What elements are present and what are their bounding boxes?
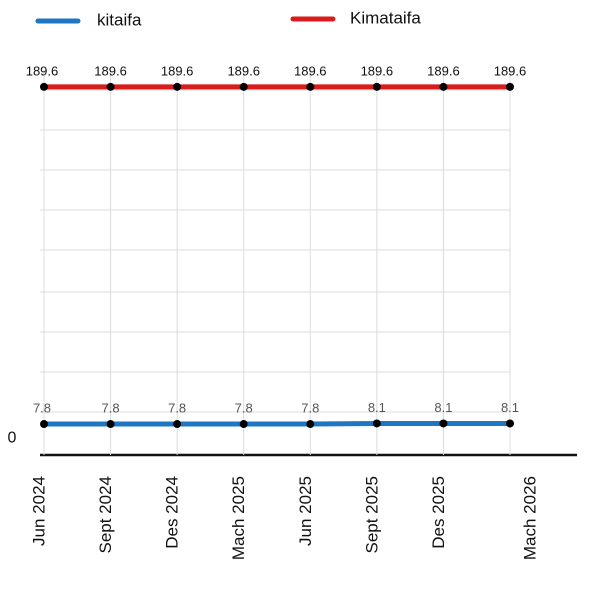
data-point: [106, 82, 115, 91]
data-point: [439, 82, 448, 91]
x-tick-label: Jun 2025: [296, 476, 315, 546]
x-tick-label: Sept 2025: [362, 476, 381, 554]
x-tick-label: Mach 2026: [520, 476, 539, 560]
data-label: 189.6: [26, 63, 59, 78]
legend-label: Kimataifa: [350, 8, 421, 27]
data-label: 7.8: [235, 400, 253, 415]
x-tick-label: Des 2024: [163, 476, 182, 549]
data-label: 7.8: [168, 400, 186, 415]
data-label: 189.6: [427, 63, 460, 78]
data-point: [506, 419, 514, 428]
data-label: 7.8: [102, 400, 120, 415]
data-point: [372, 82, 381, 91]
data-label: 189.6: [361, 63, 394, 78]
y-tick-label: 0: [8, 430, 17, 447]
data-point: [439, 419, 448, 428]
grid: [40, 89, 510, 413]
data-label: 189.6: [494, 63, 527, 78]
data-label: 7.8: [301, 400, 319, 415]
data-point: [40, 82, 48, 91]
data-point: [40, 420, 48, 429]
data-label: 8.1: [501, 400, 519, 415]
data-label: 189.6: [94, 63, 127, 78]
data-point: [173, 82, 182, 91]
data-label: 189.6: [227, 63, 260, 78]
x-tick-label: Sept 2024: [96, 476, 115, 554]
data-point: [306, 82, 315, 91]
series-line: [44, 420, 510, 427]
data-label: 8.1: [434, 400, 452, 415]
data-label: 189.6: [294, 63, 327, 78]
data-point: [239, 82, 248, 91]
data-label: 7.8: [33, 400, 51, 415]
legend-label: kitaifa: [97, 10, 142, 29]
x-tick-label: Mach 2025: [229, 476, 248, 560]
data-point: [306, 420, 315, 429]
data-point: [372, 419, 381, 428]
data-point: [506, 82, 514, 91]
data-point: [239, 420, 248, 429]
x-tick-label: Des 2025: [429, 476, 448, 549]
x-tick-label: Jun 2024: [29, 476, 48, 546]
data-label: 8.1: [368, 400, 386, 415]
data-label: 189.6: [161, 63, 194, 78]
data-point: [173, 420, 182, 429]
data-point: [106, 420, 115, 429]
